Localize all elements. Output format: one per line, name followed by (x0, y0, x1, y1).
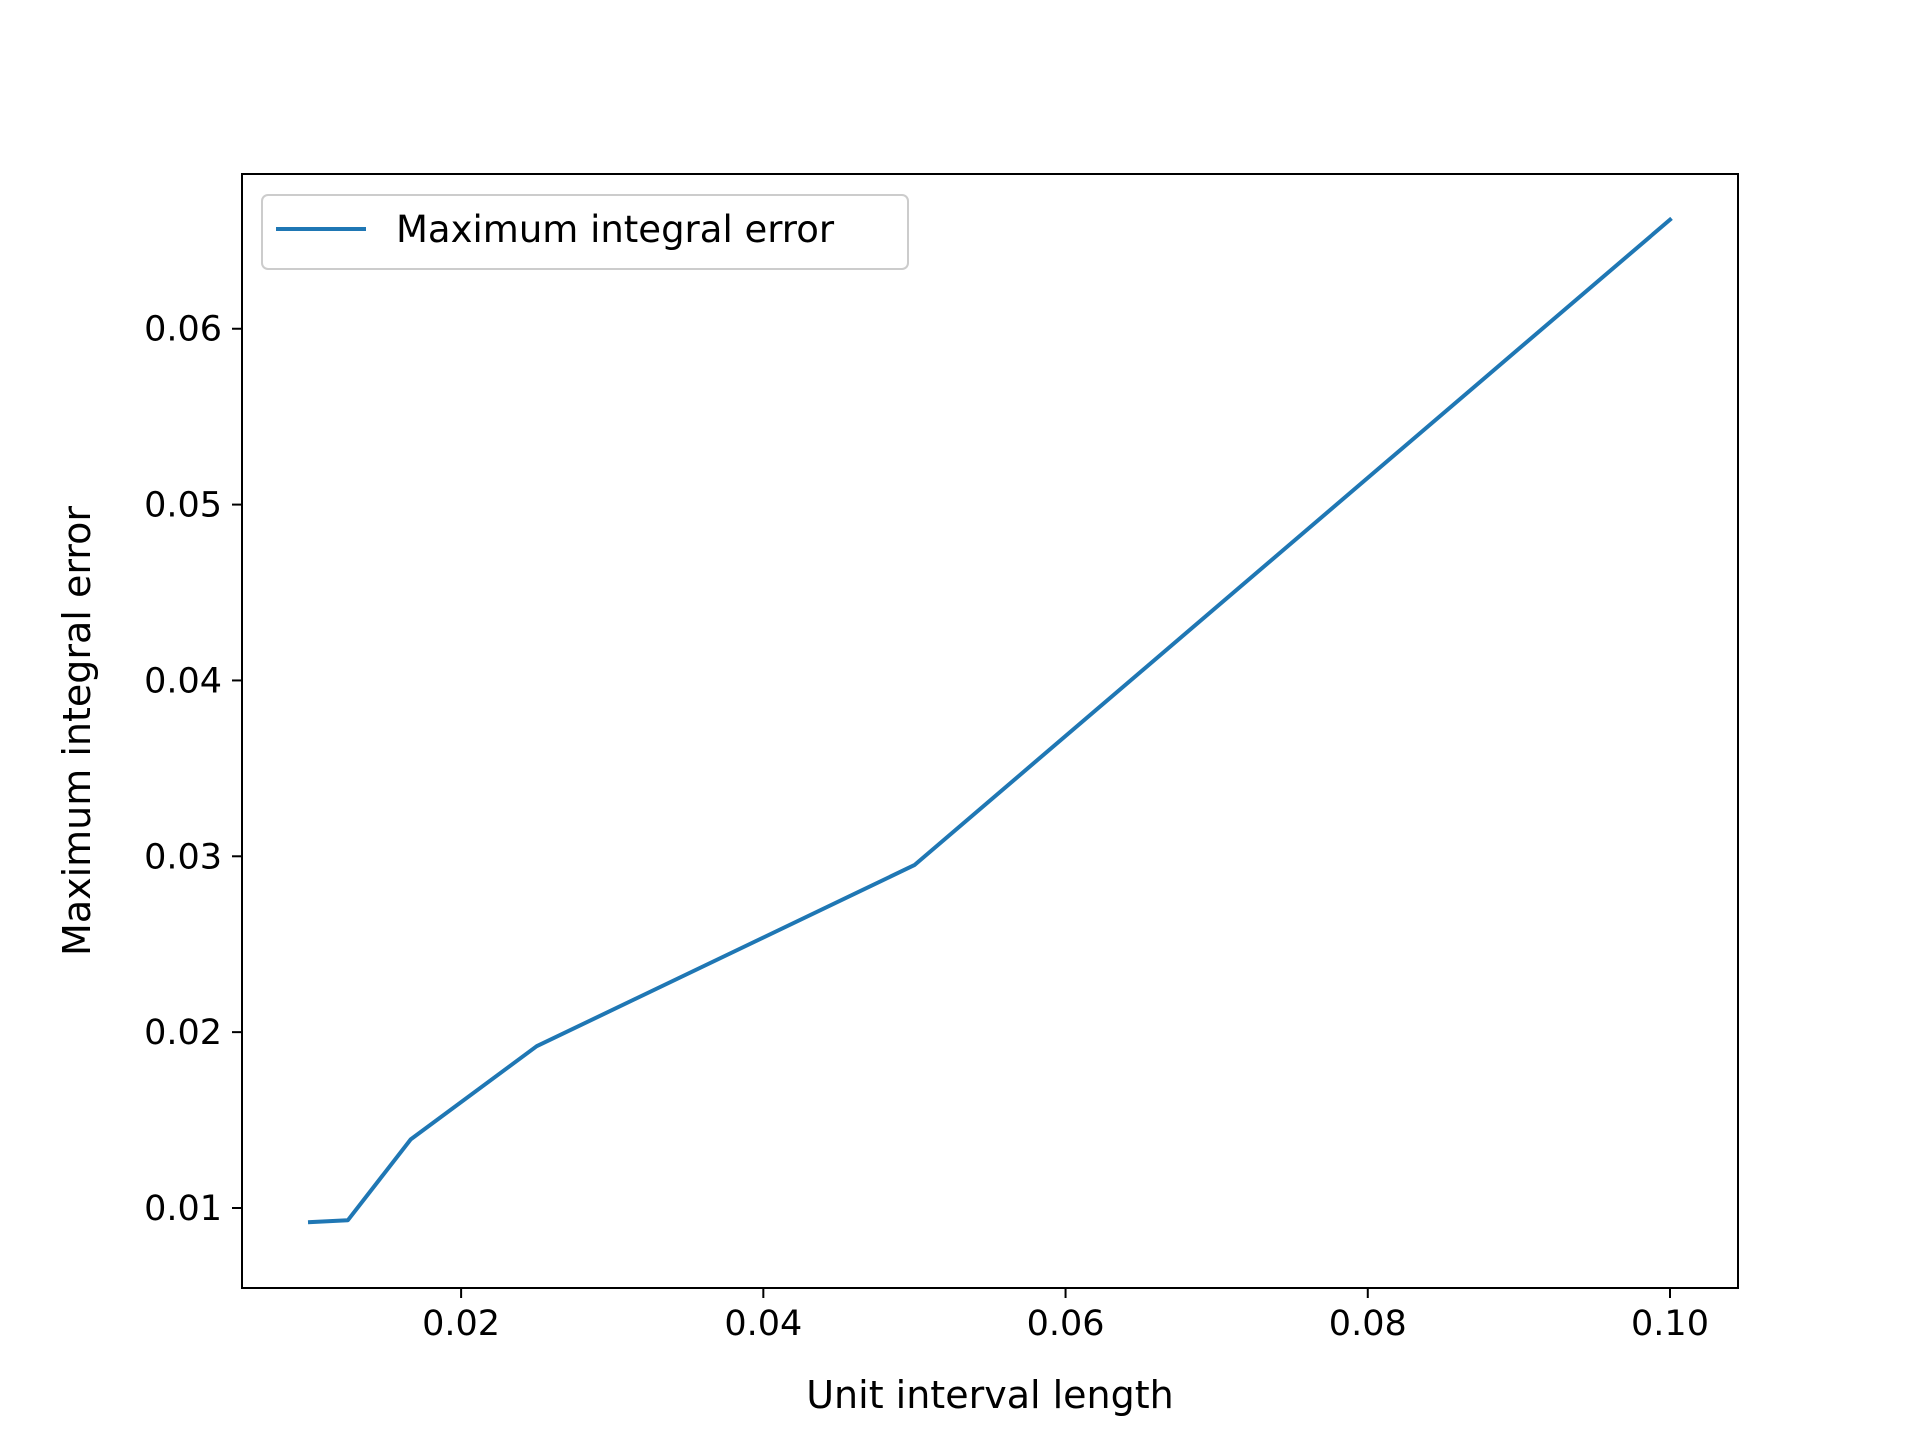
x-axis: 0.02 0.04 0.06 0.08 0.10 (422, 1288, 1709, 1344)
legend: Maximum integral error (261, 194, 909, 270)
y-tick-label: 0.04 (144, 661, 222, 701)
x-tick-label: 0.08 (1329, 1304, 1407, 1344)
series-layer (307, 216, 1673, 1225)
data-point (346, 1219, 349, 1222)
legend-box (261, 194, 909, 270)
data-point (913, 864, 916, 867)
y-tick-label: 0.01 (144, 1189, 222, 1229)
y-tick-label: 0.02 (144, 1013, 222, 1053)
y-tick-label: 0.06 (144, 310, 222, 350)
x-tick-label: 0.04 (724, 1304, 802, 1344)
data-point (409, 1138, 412, 1141)
plot-frame (241, 173, 1739, 1289)
data-point (535, 1045, 538, 1048)
y-tick-label: 0.03 (144, 837, 222, 877)
data-point (309, 1221, 312, 1224)
y-tick-label: 0.05 (144, 486, 222, 526)
y-axis-label: Maximum integral error (55, 506, 99, 956)
x-tick-label: 0.10 (1631, 1304, 1709, 1344)
x-tick-label: 0.02 (422, 1304, 500, 1344)
legend-label: Maximum integral error (396, 208, 835, 251)
x-tick-label: 0.06 (1027, 1304, 1105, 1344)
y-axis: 0.01 0.02 0.03 0.04 0.05 0.06 (144, 310, 242, 1229)
data-point (1669, 218, 1672, 221)
x-axis-label: Unit interval length (806, 1373, 1174, 1417)
series-line (307, 216, 1673, 1225)
